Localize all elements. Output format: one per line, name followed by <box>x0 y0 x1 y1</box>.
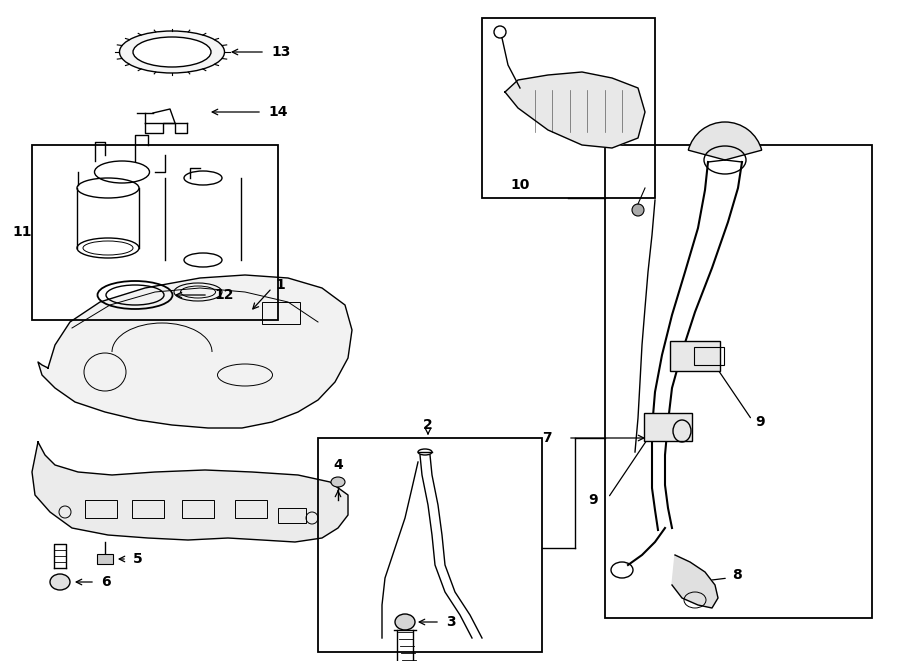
Text: 6: 6 <box>101 575 111 589</box>
Text: 4: 4 <box>333 458 343 472</box>
Text: 13: 13 <box>271 45 291 59</box>
Text: 11: 11 <box>12 225 32 239</box>
Bar <box>132 500 164 518</box>
Bar <box>182 500 214 518</box>
Bar <box>262 302 300 324</box>
Ellipse shape <box>331 477 345 487</box>
Bar <box>32 145 278 320</box>
Bar <box>644 413 692 441</box>
Text: 14: 14 <box>268 105 287 119</box>
Text: 5: 5 <box>133 552 143 566</box>
Polygon shape <box>672 555 718 608</box>
Ellipse shape <box>120 31 224 73</box>
Text: 8: 8 <box>732 568 742 582</box>
Text: 1: 1 <box>275 278 284 292</box>
Bar <box>235 500 267 518</box>
Ellipse shape <box>50 574 70 590</box>
Circle shape <box>632 204 644 216</box>
Bar <box>318 438 542 652</box>
Text: 10: 10 <box>510 178 529 192</box>
Bar <box>85 500 117 518</box>
Text: 2: 2 <box>423 418 433 432</box>
Polygon shape <box>32 442 348 542</box>
Text: 9: 9 <box>589 493 598 507</box>
Text: 9: 9 <box>755 415 765 429</box>
Text: 12: 12 <box>214 288 233 302</box>
Bar <box>605 145 872 618</box>
Bar <box>278 508 306 523</box>
Wedge shape <box>688 122 761 160</box>
Ellipse shape <box>395 614 415 630</box>
Text: 7: 7 <box>543 431 552 445</box>
Ellipse shape <box>133 37 211 67</box>
Polygon shape <box>505 72 645 148</box>
Bar <box>670 341 720 371</box>
Polygon shape <box>38 275 352 428</box>
Bar <box>694 347 724 365</box>
Text: 3: 3 <box>446 615 455 629</box>
Bar <box>482 18 655 198</box>
Bar <box>97 554 113 564</box>
